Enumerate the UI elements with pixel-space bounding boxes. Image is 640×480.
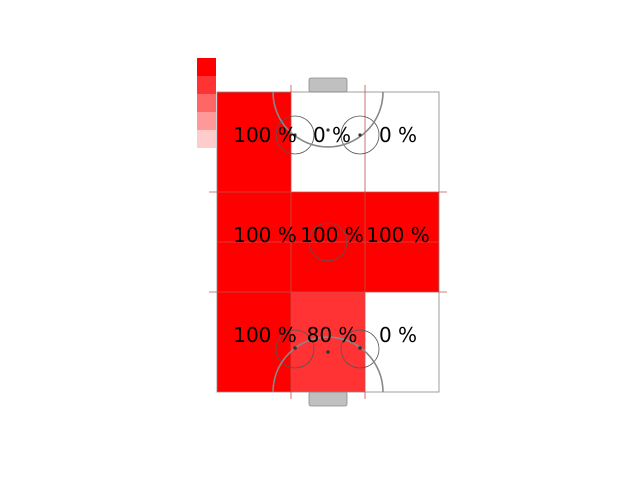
cell-label: 100 % (233, 323, 297, 347)
center-circle (308, 222, 348, 262)
faceoff-dot (293, 346, 297, 350)
cell-label: 100 % (233, 223, 297, 247)
color-legend (197, 58, 216, 148)
top-goal (308, 77, 348, 93)
top-goal-arc (272, 91, 384, 148)
faceoff-dot (326, 350, 330, 354)
legend-swatch (197, 130, 216, 148)
bottom-left-faceoff-circle (275, 329, 315, 369)
faceoff-dot (358, 346, 362, 350)
heatmap-cell (217, 92, 291, 192)
cell-label: 0 % (379, 123, 417, 147)
cell-label: 100 % (300, 223, 364, 247)
cell-label: 100 % (366, 223, 430, 247)
cell-label: 80 % (307, 323, 358, 347)
faceoff-dot (293, 133, 297, 137)
rink-markings (209, 85, 447, 399)
faceoff-dot (326, 128, 330, 132)
bottom-goal (308, 391, 348, 407)
bottom-right-faceoff-circle (340, 329, 380, 369)
cell-label: 0 % (313, 123, 351, 147)
legend-swatch (197, 112, 216, 130)
legend-swatch (197, 58, 216, 76)
cell-label: 0 % (379, 323, 417, 347)
bottom-goal-arc (272, 336, 384, 393)
legend-swatch (197, 94, 216, 112)
cell-labels: 100 % 0 % 0 %100 % 100 % 100 %100 % 80 % 0 % (233, 123, 430, 347)
faceoff-dots (293, 128, 362, 354)
cell-label: 100 % (233, 123, 297, 147)
legend-swatch (197, 76, 216, 94)
top-right-faceoff-circle (340, 115, 380, 155)
faceoff-dot (358, 133, 362, 137)
heatmap-cell (217, 292, 291, 392)
top-left-faceoff-circle (275, 115, 315, 155)
